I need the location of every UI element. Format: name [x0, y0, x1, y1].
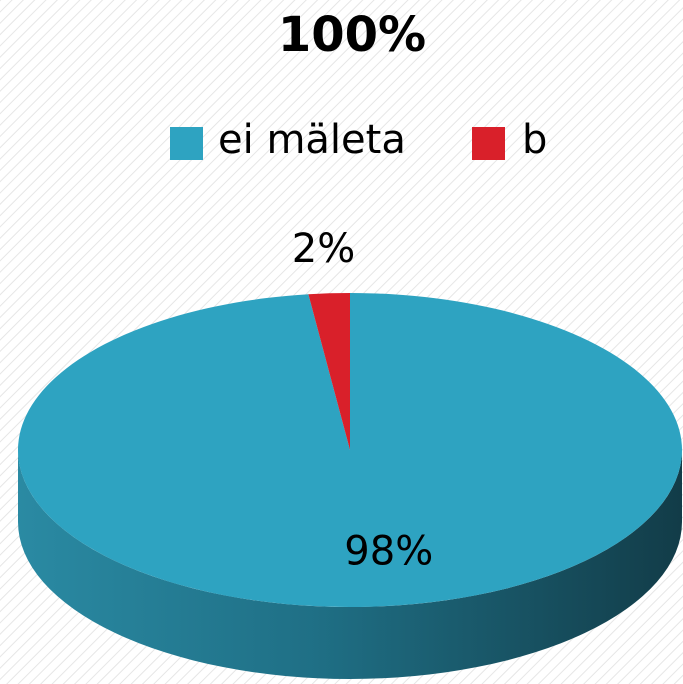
- legend-swatch: [472, 127, 505, 160]
- legend-swatch: [170, 127, 203, 160]
- legend: ei mäleta b: [170, 117, 547, 163]
- pie-side: [18, 450, 682, 679]
- data-label: 2%: [292, 226, 355, 272]
- legend-label: b: [522, 117, 547, 163]
- legend-label: ei mäleta: [218, 117, 406, 163]
- chart-title: 100%: [278, 7, 426, 63]
- pie-slice: [18, 293, 683, 607]
- data-label: 98%: [344, 528, 433, 574]
- pie: 98% 2%: [18, 226, 683, 679]
- pie-slice: [308, 293, 350, 450]
